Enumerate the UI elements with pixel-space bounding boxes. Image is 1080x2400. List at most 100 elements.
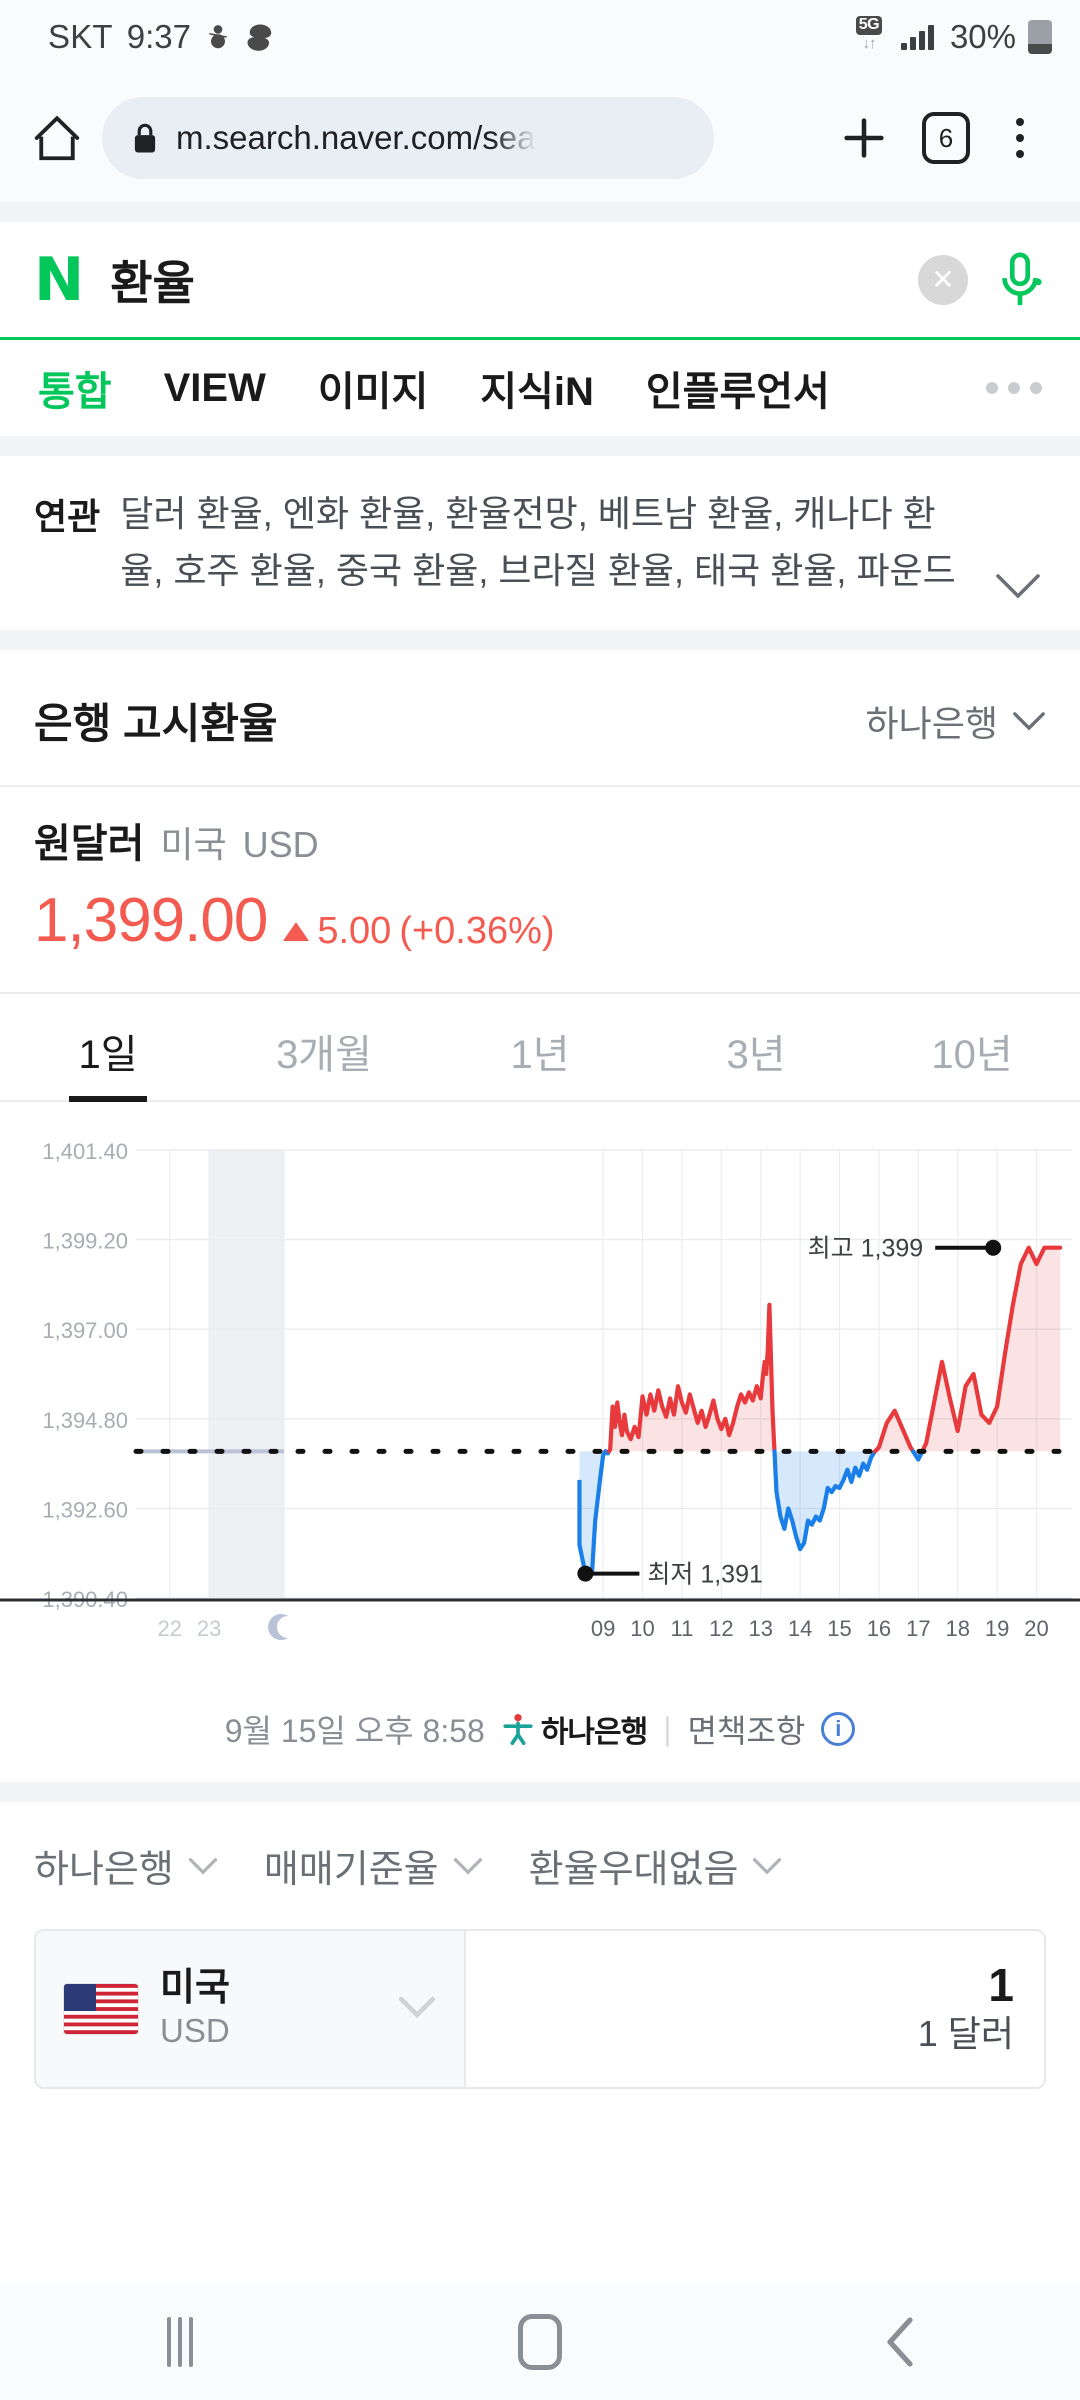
period-tab-1year[interactable]: 1년 — [510, 1033, 570, 1077]
android-navigation-bar — [0, 2284, 1080, 2400]
rate-value: 1,399.00 — [34, 886, 268, 955]
x-axis-tick: 23 — [197, 1616, 221, 1641]
signal-bars-icon — [900, 24, 934, 50]
y-axis-tick: 1,397.00 — [42, 1318, 128, 1343]
recent-apps-icon[interactable] — [105, 2284, 255, 2400]
currency-selector[interactable]: 미국 USD — [36, 1931, 466, 2087]
chevron-down-icon[interactable] — [990, 572, 1046, 604]
x-axis-tick: 09 — [591, 1616, 615, 1641]
converter-filters: 하나은행 매매기준율 환율우대없음 — [0, 1802, 1080, 1929]
chevron-down-icon — [1013, 711, 1045, 730]
x-axis-tick: 22 — [157, 1616, 181, 1641]
chart-line-above — [606, 1302, 777, 1454]
tab-switcher-button[interactable]: 6 — [908, 100, 984, 176]
chart-period-tabs: 1일 3개월 1년 3년 10년 — [0, 994, 1080, 1102]
related-label: 연관 — [34, 496, 101, 537]
hurricane-icon — [247, 24, 272, 51]
ellipsis-icon[interactable] — [986, 382, 1042, 394]
snowman-icon — [209, 25, 227, 49]
search-query-text[interactable]: 환율 — [110, 256, 195, 309]
filter-rate-type-label: 매매기준율 — [263, 1849, 439, 1891]
period-tab-3months[interactable]: 3개월 — [276, 1033, 372, 1077]
high-annotation: 최고 1,399 — [808, 1235, 1002, 1263]
url-text: m.search.naver.com/sea — [176, 119, 536, 156]
home-icon[interactable] — [30, 111, 84, 165]
page-title: 은행 고시환율 — [34, 700, 278, 747]
disclaimer-link[interactable]: 면책조항 — [687, 1713, 806, 1749]
section-divider-3 — [0, 1782, 1080, 1802]
currency-converter: 미국 USD 1 1 달러 — [0, 1929, 1080, 2119]
low-annotation: 최저 1,391 — [577, 1561, 763, 1589]
carrier-label: SKT — [48, 18, 113, 55]
section-divider-1 — [0, 436, 1080, 456]
hana-bank-logo: 하나은행 — [501, 1707, 648, 1751]
rate-change-amount: 5.00 — [317, 910, 392, 952]
rate-pair-name: 원달러 — [34, 822, 145, 866]
footer-divider: | — [663, 1710, 672, 1747]
svg-text:최고 1,399: 최고 1,399 — [808, 1235, 924, 1263]
period-tab-10years[interactable]: 10년 — [931, 1033, 1013, 1077]
x-axis-tick: 19 — [985, 1616, 1009, 1641]
bank-rate-header: 은행 고시환율 하나은행 — [0, 650, 1080, 785]
plus-icon[interactable] — [826, 100, 902, 176]
rate-change-percent: (+0.36%) — [399, 910, 555, 952]
x-axis-tick: 11 — [671, 1616, 694, 1641]
tab-influencer[interactable]: 인플루언서 — [645, 370, 830, 414]
status-bar-left: SKT 9:37 — [48, 18, 275, 56]
chart-area-above — [922, 1247, 1061, 1452]
rate-change: 5.00 (+0.36%) — [283, 910, 555, 953]
tab-view[interactable]: VIEW — [163, 365, 266, 410]
clear-search-button[interactable]: ✕ — [918, 254, 968, 305]
kebab-menu-icon[interactable] — [990, 100, 1050, 176]
currency-code: USD — [160, 2012, 230, 2050]
data-arrows-icon: ↓↑ — [862, 34, 876, 52]
bank-selector-label: 하나은행 — [865, 702, 998, 744]
x-axis-tick: 16 — [867, 1616, 891, 1641]
chart-line-above — [920, 1245, 1063, 1454]
x-axis-tick: 10 — [630, 1616, 654, 1641]
moon-icon — [268, 1614, 288, 1640]
naver-logo[interactable]: N — [34, 244, 84, 315]
related-keywords-text[interactable]: 달러 환율, 엔화 환율, 환율전망, 베트남 환율, 캐나다 환율, 호주 환… — [120, 493, 956, 591]
premarket-band — [209, 1150, 284, 1598]
url-bar[interactable]: m.search.naver.com/sea — [102, 97, 714, 179]
tab-tonghap[interactable]: 통합 — [38, 370, 112, 414]
search-tab-strip: 통합 VIEW 이미지 지식iN 인플루언서 — [0, 340, 1080, 436]
chart-area-above — [609, 1304, 775, 1452]
browser-toolbar: m.search.naver.com/sea 6 — [0, 74, 1080, 202]
tab-jisikin[interactable]: 지식iN — [480, 370, 594, 414]
amount-input[interactable]: 1 1 달러 — [466, 1931, 1044, 2087]
x-axis-tick: 20 — [1024, 1616, 1048, 1641]
chart-canvas[interactable]: 1,401.40 1,399.20 1,397.00 1,394.80 1,392.60… — [0, 1128, 1080, 1688]
period-tab-1day[interactable]: 1일 — [0, 994, 216, 1100]
period-tab-3years[interactable]: 3년 — [726, 1033, 786, 1077]
y-axis-tick: 1,394.80 — [42, 1408, 128, 1433]
chart-line-above — [872, 1408, 916, 1454]
naver-search-header: N 환율 ✕ — [0, 222, 1080, 340]
rate-country-label: 미국 — [160, 824, 227, 865]
chart-line-below — [772, 1449, 878, 1552]
chart-footer: 9월 15일 오후 8:58 하나은행 | 면책조항 i — [0, 1688, 1080, 1782]
filter-preferential[interactable]: 환율우대없음 — [529, 1838, 783, 1893]
home-button-icon[interactable] — [465, 2284, 615, 2400]
tab-count-label: 6 — [922, 112, 970, 164]
clock-label: 9:37 — [126, 18, 192, 55]
x-axis-tick: 14 — [788, 1616, 812, 1641]
rate-block-divider — [0, 992, 1080, 994]
status-bar: SKT 9:37 5G ↓↑ 30% — [0, 0, 1080, 74]
exchange-rate-chart[interactable]: 1,401.40 1,399.20 1,397.00 1,394.80 1,392.60… — [0, 1102, 1080, 1782]
chevron-down-icon — [753, 1857, 782, 1875]
filter-bank[interactable]: 하나은행 — [34, 1838, 218, 1893]
amount-words: 1 달러 — [917, 2012, 1014, 2054]
info-icon[interactable]: i — [821, 1712, 856, 1746]
tab-image[interactable]: 이미지 — [317, 370, 429, 414]
battery-percent-label: 30% — [949, 18, 1016, 55]
svg-text:최저 1,391: 최저 1,391 — [647, 1561, 763, 1589]
bank-selector[interactable]: 하나은행 — [866, 695, 1046, 747]
microphone-icon[interactable] — [994, 251, 1046, 309]
back-button-icon[interactable] — [825, 2284, 975, 2400]
status-bar-right: 5G ↓↑ 30% — [849, 16, 1052, 58]
chevron-down-icon — [188, 1857, 217, 1875]
filter-rate-type[interactable]: 매매기준율 — [264, 1838, 483, 1893]
